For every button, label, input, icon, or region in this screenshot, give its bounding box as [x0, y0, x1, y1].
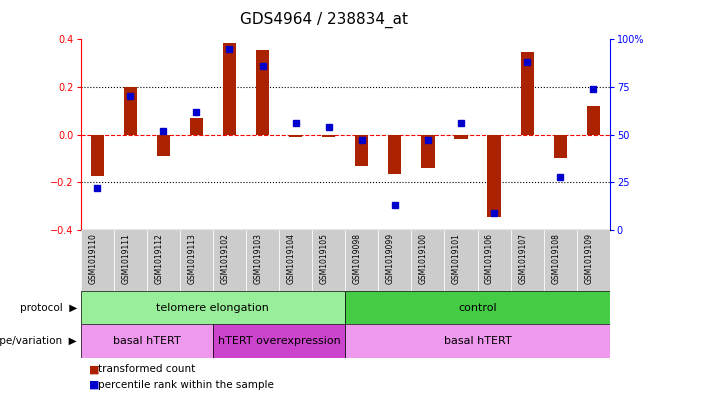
- Text: GSM1019099: GSM1019099: [386, 233, 395, 284]
- Text: GSM1019100: GSM1019100: [419, 233, 428, 284]
- Text: telomere elongation: telomere elongation: [156, 303, 269, 312]
- Bar: [510, 230, 544, 291]
- Text: genotype/variation  ▶: genotype/variation ▶: [0, 336, 77, 346]
- Text: ■: ■: [89, 364, 100, 375]
- Text: GSM1019101: GSM1019101: [452, 233, 461, 284]
- Bar: [477, 230, 510, 291]
- Bar: [521, 52, 533, 134]
- Bar: [355, 134, 369, 165]
- Text: GSM1019107: GSM1019107: [518, 233, 527, 284]
- Bar: [554, 134, 567, 158]
- Bar: [444, 230, 477, 291]
- Text: GSM1019105: GSM1019105: [320, 233, 329, 284]
- Bar: [346, 230, 379, 291]
- Bar: [81, 291, 346, 324]
- Text: GSM1019113: GSM1019113: [187, 233, 196, 284]
- Bar: [411, 230, 444, 291]
- Text: control: control: [458, 303, 497, 312]
- Text: GSM1019104: GSM1019104: [287, 233, 296, 284]
- Text: basal hTERT: basal hTERT: [444, 336, 512, 346]
- Bar: [157, 134, 170, 156]
- Bar: [180, 230, 213, 291]
- Bar: [544, 230, 577, 291]
- Text: percentile rank within the sample: percentile rank within the sample: [98, 380, 274, 390]
- Bar: [487, 134, 501, 217]
- Bar: [577, 230, 610, 291]
- Bar: [190, 118, 203, 134]
- Text: transformed count: transformed count: [98, 364, 196, 375]
- Bar: [81, 324, 213, 358]
- Bar: [90, 134, 104, 176]
- Bar: [346, 291, 610, 324]
- Bar: [223, 43, 236, 134]
- Text: GSM1019106: GSM1019106: [485, 233, 494, 284]
- Bar: [213, 230, 246, 291]
- Bar: [114, 230, 147, 291]
- Bar: [123, 87, 137, 134]
- Bar: [312, 230, 346, 291]
- Text: GSM1019098: GSM1019098: [353, 233, 362, 284]
- Bar: [289, 134, 302, 137]
- Bar: [213, 324, 346, 358]
- Bar: [279, 230, 312, 291]
- Text: GSM1019112: GSM1019112: [154, 233, 163, 284]
- Bar: [379, 230, 411, 291]
- Bar: [81, 230, 114, 291]
- Bar: [388, 134, 402, 174]
- Text: GSM1019102: GSM1019102: [221, 233, 229, 284]
- Text: hTERT overexpression: hTERT overexpression: [218, 336, 341, 346]
- Bar: [454, 134, 468, 140]
- Text: GSM1019103: GSM1019103: [254, 233, 263, 284]
- Text: GSM1019111: GSM1019111: [121, 233, 130, 284]
- Text: ■: ■: [89, 380, 100, 390]
- Bar: [587, 106, 600, 134]
- Text: GSM1019110: GSM1019110: [88, 233, 97, 284]
- Text: GSM1019109: GSM1019109: [585, 233, 593, 284]
- Bar: [346, 324, 610, 358]
- Bar: [246, 230, 279, 291]
- Bar: [256, 50, 269, 134]
- Text: protocol  ▶: protocol ▶: [20, 303, 77, 312]
- Bar: [147, 230, 180, 291]
- Bar: [322, 134, 335, 137]
- Bar: [421, 134, 435, 168]
- Text: basal hTERT: basal hTERT: [113, 336, 181, 346]
- Text: GSM1019108: GSM1019108: [551, 233, 560, 284]
- Text: GDS4964 / 238834_at: GDS4964 / 238834_at: [240, 12, 408, 28]
